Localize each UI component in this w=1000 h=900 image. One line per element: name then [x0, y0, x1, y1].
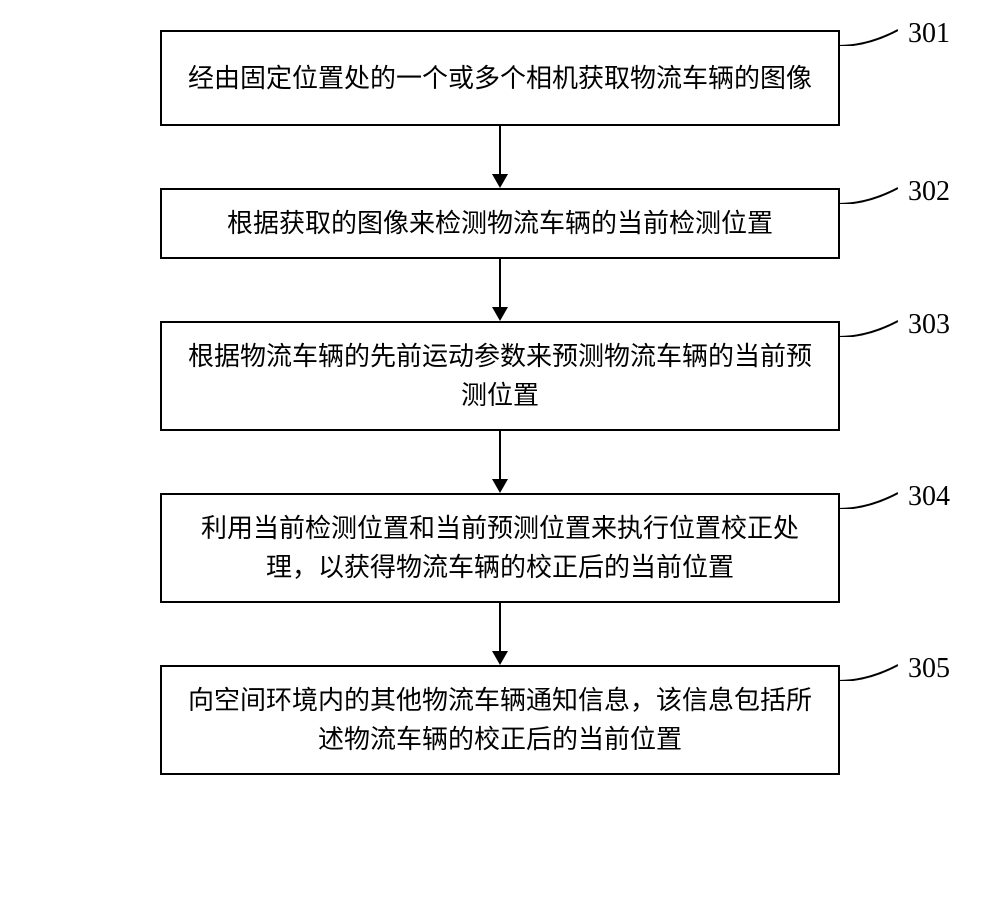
step-label-304: 304 — [908, 481, 950, 513]
step-row-305: 向空间环境内的其他物流车辆通知信息，该信息包括所述物流车辆的校正后的当前位置30… — [50, 665, 950, 775]
connector-curve — [838, 28, 898, 46]
arrow-302-to-303 — [492, 259, 508, 321]
connector-curve — [838, 186, 898, 204]
flowchart-container: 经由固定位置处的一个或多个相机获取物流车辆的图像301 根据获取的图像来检测物流车… — [50, 30, 950, 775]
step-row-303: 根据物流车辆的先前运动参数来预测物流车辆的当前预测位置303 — [50, 321, 950, 431]
arrow-head-icon — [492, 479, 508, 493]
step-row-301: 经由固定位置处的一个或多个相机获取物流车辆的图像301 — [50, 30, 950, 126]
connector-curve — [838, 491, 898, 509]
step-box-302: 根据获取的图像来检测物流车辆的当前检测位置 — [160, 188, 840, 259]
connector-curve — [838, 663, 898, 681]
step-row-302: 根据获取的图像来检测物流车辆的当前检测位置302 — [50, 188, 950, 259]
step-label-301: 301 — [908, 18, 950, 50]
arrow-head-icon — [492, 651, 508, 665]
arrow-head-icon — [492, 307, 508, 321]
step-text: 根据获取的图像来检测物流车辆的当前检测位置 — [227, 204, 773, 243]
step-row-304: 利用当前检测位置和当前预测位置来执行位置校正处理，以获得物流车辆的校正后的当前位… — [50, 493, 950, 603]
step-box-304: 利用当前检测位置和当前预测位置来执行位置校正处理，以获得物流车辆的校正后的当前位… — [160, 493, 840, 603]
arrow-303-to-304 — [492, 431, 508, 493]
step-box-303: 根据物流车辆的先前运动参数来预测物流车辆的当前预测位置 — [160, 321, 840, 431]
arrow-line — [499, 126, 501, 174]
arrow-line — [499, 259, 501, 307]
step-text: 向空间环境内的其他物流车辆通知信息，该信息包括所述物流车辆的校正后的当前位置 — [182, 681, 818, 759]
connector-curve — [838, 319, 898, 337]
arrow-head-icon — [492, 174, 508, 188]
step-label-302: 302 — [908, 176, 950, 208]
step-text: 利用当前检测位置和当前预测位置来执行位置校正处理，以获得物流车辆的校正后的当前位… — [182, 509, 818, 587]
step-box-305: 向空间环境内的其他物流车辆通知信息，该信息包括所述物流车辆的校正后的当前位置 — [160, 665, 840, 775]
step-text: 经由固定位置处的一个或多个相机获取物流车辆的图像 — [188, 59, 812, 98]
step-box-301: 经由固定位置处的一个或多个相机获取物流车辆的图像 — [160, 30, 840, 126]
step-label-305: 305 — [908, 653, 950, 685]
step-label-303: 303 — [908, 309, 950, 341]
step-text: 根据物流车辆的先前运动参数来预测物流车辆的当前预测位置 — [182, 337, 818, 415]
arrow-301-to-302 — [492, 126, 508, 188]
arrow-304-to-305 — [492, 603, 508, 665]
arrow-line — [499, 431, 501, 479]
arrow-line — [499, 603, 501, 651]
